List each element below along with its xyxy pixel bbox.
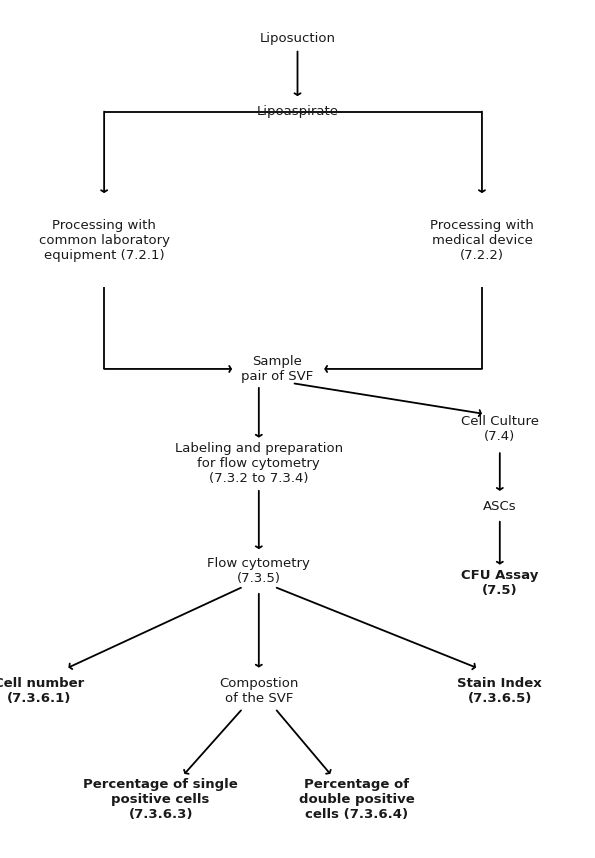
Text: Flow cytometry
(7.3.5): Flow cytometry (7.3.5) [208, 557, 310, 584]
Text: Cell Culture
(7.4): Cell Culture (7.4) [461, 415, 539, 443]
Text: ASCs: ASCs [483, 499, 516, 513]
Text: Percentage of
double positive
cells (7.3.6.4): Percentage of double positive cells (7.3… [299, 778, 415, 821]
Text: Compostion
of the SVF: Compostion of the SVF [219, 677, 299, 704]
Text: Sample
pair of SVF: Sample pair of SVF [240, 355, 313, 383]
Text: Labeling and preparation
for flow cytometry
(7.3.2 to 7.3.4): Labeling and preparation for flow cytome… [175, 442, 343, 485]
Text: Liposuction: Liposuction [259, 32, 336, 45]
Text: Lipoaspirate: Lipoaspirate [256, 105, 339, 118]
Text: CFU Assay
(7.5): CFU Assay (7.5) [461, 570, 538, 597]
Text: Stain Index
(7.3.6.5): Stain Index (7.3.6.5) [458, 677, 542, 704]
Text: Cell number
(7.3.6.1): Cell number (7.3.6.1) [0, 677, 84, 704]
Text: Percentage of single
positive cells
(7.3.6.3): Percentage of single positive cells (7.3… [83, 778, 238, 821]
Text: Processing with
medical device
(7.2.2): Processing with medical device (7.2.2) [430, 219, 534, 262]
Text: Processing with
common laboratory
equipment (7.2.1): Processing with common laboratory equipm… [39, 219, 170, 262]
